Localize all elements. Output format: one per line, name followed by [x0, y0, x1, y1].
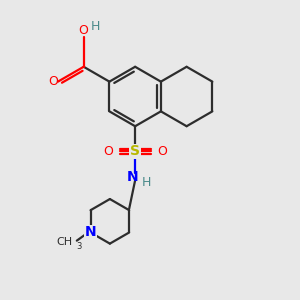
Text: N: N	[127, 170, 139, 184]
Text: N: N	[85, 226, 96, 239]
Text: H: H	[142, 176, 151, 189]
Text: 3: 3	[76, 242, 82, 251]
Text: O: O	[103, 145, 113, 158]
Text: O: O	[157, 145, 167, 158]
Text: S: S	[130, 145, 140, 158]
Text: H: H	[91, 20, 100, 33]
Text: O: O	[49, 75, 58, 88]
Text: O: O	[79, 24, 88, 37]
Text: CH: CH	[56, 237, 72, 247]
